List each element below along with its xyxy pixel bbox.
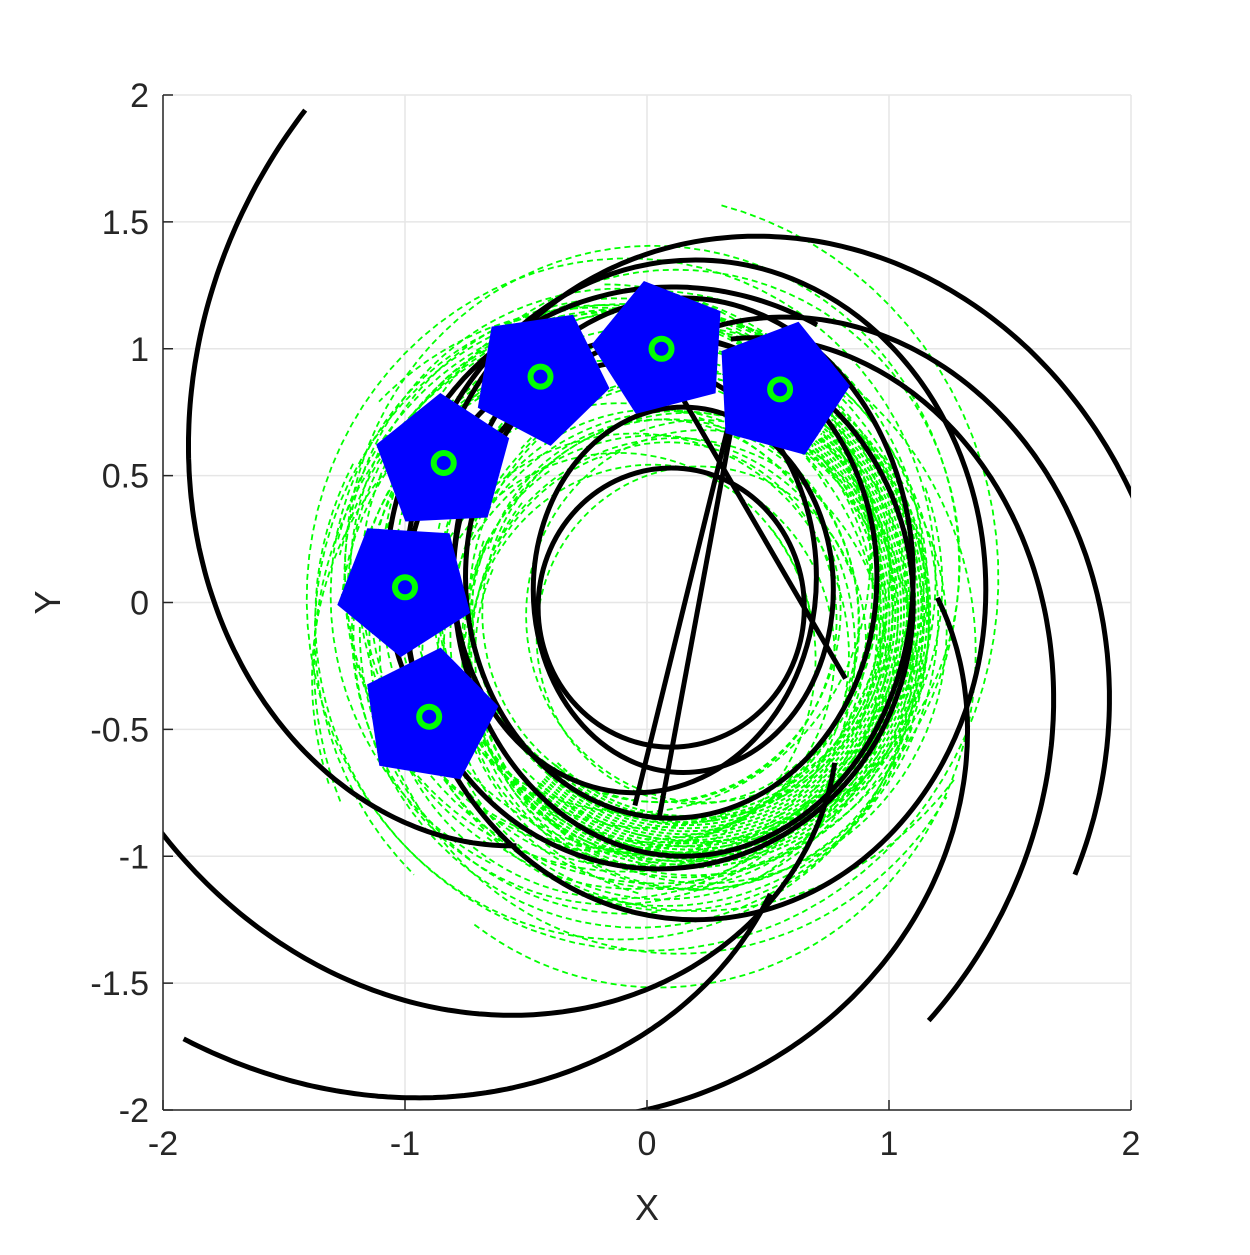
reference-trajectory-band <box>550 441 893 829</box>
y-tick-label: 0 <box>130 585 149 623</box>
y-tick-label: 0.5 <box>102 458 149 496</box>
trajectory-spiral <box>184 894 771 1098</box>
x-tick-label: 2 <box>1122 1125 1141 1163</box>
x-tick-label: 1 <box>880 1125 899 1163</box>
reference-trajectory-band <box>548 438 895 831</box>
x-axis-label: X <box>635 1187 659 1228</box>
trajectory-orbit <box>538 468 804 747</box>
x-tick-label: 0 <box>638 1125 657 1163</box>
agent-trajectories <box>109 110 1146 1121</box>
y-tick-label: 2 <box>130 77 149 115</box>
y-tick-label: -2 <box>119 1092 149 1130</box>
x-tick-label: -1 <box>390 1125 420 1163</box>
y-axis-label: Y <box>27 590 68 614</box>
y-tick-label: -1 <box>119 838 149 876</box>
y-tick-label: -0.5 <box>90 711 149 749</box>
x-tick-label: -2 <box>148 1125 178 1163</box>
y-tick-label: 1 <box>130 331 149 369</box>
y-tick-label: 1.5 <box>102 204 149 242</box>
plot-area <box>109 110 1146 1121</box>
y-tick-label: -1.5 <box>90 965 149 1003</box>
data-layer <box>109 110 1146 1121</box>
